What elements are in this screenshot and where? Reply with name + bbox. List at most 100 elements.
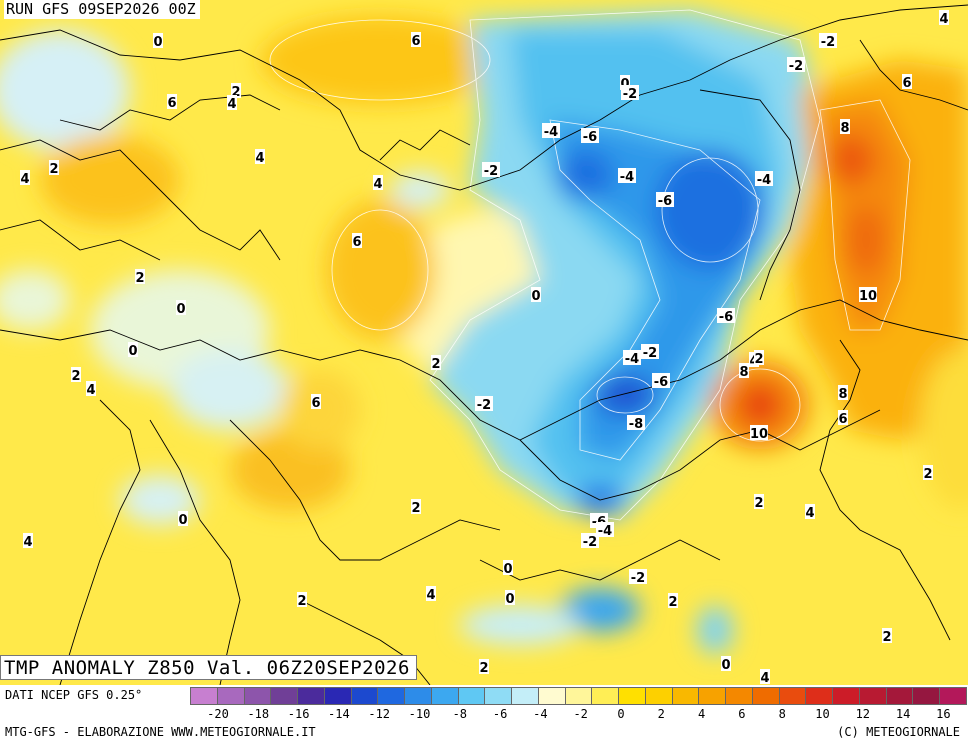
scale-swatch <box>698 687 727 705</box>
scale-tick-label: 10 <box>815 707 830 721</box>
scale-swatch <box>725 687 753 705</box>
scale-tick-label: 4 <box>697 707 706 721</box>
contour-label: 4 <box>255 149 265 166</box>
contour-label-text: 8 <box>838 387 847 402</box>
contour-label-text: 0 <box>128 344 137 359</box>
contour-label-text: -6 <box>658 194 672 209</box>
scale-swatch <box>751 687 780 705</box>
scale-tick-label: -16 <box>287 707 310 721</box>
scale-tick-label: 16 <box>936 707 951 721</box>
contour-label-text: 2 <box>135 271 144 286</box>
contour-label-text: 0 <box>503 562 512 577</box>
contour-label-text: -2 <box>623 87 637 102</box>
scale-swatch <box>297 687 325 705</box>
scale-swatch <box>404 687 432 705</box>
contour-label: -2 <box>581 533 599 550</box>
isotherm-contours <box>269 9 911 521</box>
contour-label-text: 6 <box>838 412 847 427</box>
contour-label: -2 <box>787 57 805 74</box>
scale-tick-label: 14 <box>895 707 911 721</box>
contour-label-text: 2 <box>49 162 58 177</box>
scale-swatch <box>350 687 379 705</box>
contour-label-text: 8 <box>739 365 748 380</box>
contour-label-text: -4 <box>757 173 771 188</box>
contour-label-text: 0 <box>176 302 185 317</box>
contour-label-text: 6 <box>411 34 420 49</box>
scale-tick-label: -8 <box>452 707 468 721</box>
contour-label-text: -2 <box>821 35 835 50</box>
contour-label-text: 0 <box>620 77 629 92</box>
contour-label-text: 6 <box>311 396 320 411</box>
contour-label-text: 0 <box>178 513 187 528</box>
contour-label-text: 2 <box>231 85 240 100</box>
scale-tick-label: -10 <box>408 707 431 721</box>
contour-label: 4 <box>373 175 383 192</box>
contour-label: 2 <box>754 494 764 511</box>
contour-label: 0 <box>153 33 163 50</box>
contour-label: 0 <box>178 511 188 528</box>
contour-label-text: 0 <box>721 658 730 673</box>
contour-label-text: 4 <box>255 151 264 166</box>
contour-label: 6 <box>902 74 912 91</box>
contour-label: 2 <box>668 593 678 610</box>
contour-label: 4 <box>227 95 237 112</box>
scale-swatch <box>537 687 566 705</box>
credit-label: MTG-GFS - ELABORAZIONE WWW.METEOGIORNALE… <box>5 725 316 739</box>
contour-label-text: 4 <box>227 97 236 112</box>
scale-swatch <box>671 687 700 705</box>
scale-tick-label: -12 <box>368 707 391 721</box>
scale-swatch <box>618 687 646 705</box>
scale-tick-label: -4 <box>533 707 548 721</box>
contour-label: 2 <box>754 350 764 367</box>
scale-swatch <box>805 687 834 705</box>
contour-label: -4 <box>618 168 636 185</box>
scale-tick-label: -14 <box>328 707 350 721</box>
contour-label: -2 <box>819 33 837 50</box>
scale-tick-label: 0 <box>617 707 625 721</box>
contour-label: -6 <box>656 192 674 209</box>
contour-label: 2 <box>411 499 421 516</box>
scale-tick-label: -18 <box>247 707 270 721</box>
scale-swatch <box>939 687 967 705</box>
scale-swatch <box>243 687 272 705</box>
scale-swatch <box>270 687 299 705</box>
contour-label-text: -2 <box>631 571 645 586</box>
contour-label: 6 <box>311 394 321 411</box>
contour-label: 4 <box>23 533 33 550</box>
contour-label: 2 <box>71 367 81 384</box>
contour-label: 2 <box>431 355 441 372</box>
contour-label-text: -4 <box>625 352 639 367</box>
contour-label-text: -8 <box>629 417 643 432</box>
scale-swatch <box>457 687 486 705</box>
contour-label: 0 <box>620 75 630 92</box>
copyright-label: (C) METEOGIORNALE <box>837 725 960 739</box>
map-panel: 0 6 6 2 4 4 4 2 4 6 2 0 0 2 4 2 6 0 0 4 2 2 4 0 0 2 -4 -6 -2 0 -2 -4 -6-… <box>0 0 968 685</box>
contour-label-text: -2 <box>789 59 803 74</box>
contour-label: 4 <box>805 504 815 521</box>
scale-tick-label: -6 <box>492 707 508 721</box>
contour-label: -2 <box>641 344 659 361</box>
contour-label: -4 <box>755 171 773 188</box>
contour-label: -2 <box>621 85 639 102</box>
contour-label-text: 4 <box>20 172 29 187</box>
contour-label: 4 <box>20 170 30 187</box>
scale-tick-label: 2 <box>657 707 665 721</box>
contour-label: 2 <box>297 592 307 609</box>
scale-swatch <box>430 687 459 705</box>
contour-label: 0 <box>505 590 515 607</box>
contour-label-text: 4 <box>86 383 95 398</box>
contour-label-text: 4 <box>760 671 769 685</box>
contour-label: 6 <box>167 94 177 111</box>
contour-label: 2 <box>882 628 892 645</box>
scale-swatch <box>216 687 245 705</box>
shaded-anomaly-layer <box>0 10 968 654</box>
contour-label-text: 10 <box>859 289 877 304</box>
product-title: TMP ANOMALY Z850 Val. 06Z20SEP2026 <box>0 655 417 680</box>
contour-label: -6 <box>581 128 599 145</box>
scale-swatch <box>885 687 914 705</box>
contour-label: -2 <box>475 396 493 413</box>
contour-label-text: 4 <box>805 506 814 521</box>
contour-label: 6 <box>352 233 362 250</box>
